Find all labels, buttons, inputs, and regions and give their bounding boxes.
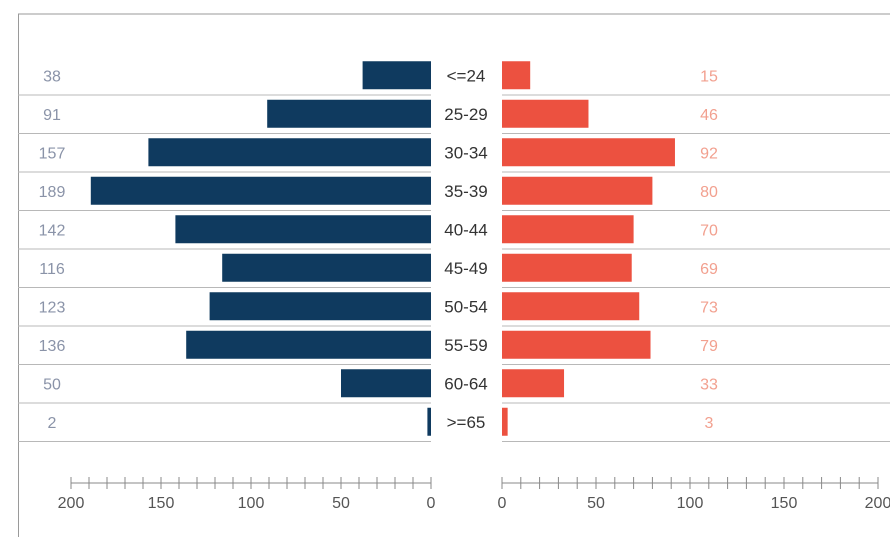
right-axis-tick-label-3: 150 <box>771 495 798 512</box>
left-bar-6 <box>209 292 431 321</box>
left-value-label-0: 38 <box>43 68 61 85</box>
left-value-label-6: 123 <box>39 299 66 316</box>
left-bar-3 <box>90 176 432 205</box>
left-value-label-3: 189 <box>39 184 66 201</box>
category-label-8: 60-64 <box>444 374 487 393</box>
category-label-2: 30-34 <box>444 143 487 162</box>
left-bar-5 <box>222 253 431 282</box>
category-label-4: 40-44 <box>444 220 487 239</box>
category-labels: <=24 25-29 30-34 35-39 40-44 45-49 50-54 55-59 6… <box>444 66 487 432</box>
left-axis-tick-label-2: 100 <box>238 495 265 512</box>
left-axis-tick-label-4: 0 <box>427 495 436 512</box>
right-bar-9 <box>502 407 508 436</box>
right-x-axis: 0 50 100 150 200 <box>498 477 890 512</box>
left-value-label-9: 2 <box>48 415 57 432</box>
left-value-label-7: 136 <box>39 338 66 355</box>
right-axis-tick-label-0: 0 <box>498 495 507 512</box>
left-bar-1 <box>267 99 431 128</box>
gridlines <box>18 94 890 442</box>
left-axis-tick-label-1: 150 <box>148 495 175 512</box>
left-value-label-5: 116 <box>39 261 65 278</box>
right-bar-1 <box>502 99 589 128</box>
category-label-0: <=24 <box>447 66 486 85</box>
left-value-label-1: 91 <box>43 107 61 124</box>
right-value-label-8: 33 <box>700 376 718 393</box>
right-value-label-0: 15 <box>700 68 718 85</box>
right-value-label-6: 73 <box>700 299 718 316</box>
chart-frame <box>18 13 890 537</box>
left-axis-tick-label-0: 200 <box>58 495 85 512</box>
right-bar-4 <box>502 215 634 244</box>
left-bar-0 <box>362 61 431 90</box>
right-axis-tick-label-2: 100 <box>677 495 704 512</box>
left-bar-4 <box>175 215 431 244</box>
category-label-1: 25-29 <box>444 105 487 124</box>
right-bar-6 <box>502 292 640 321</box>
category-label-9: >=65 <box>447 413 486 432</box>
right-axis-tick-label-1: 50 <box>587 495 605 512</box>
left-value-label-2: 157 <box>39 145 66 162</box>
right-bar-0 <box>502 61 531 90</box>
left-x-axis: 200 150 100 50 0 <box>58 477 436 512</box>
left-series-bars <box>90 61 432 436</box>
left-bar-9 <box>427 407 431 436</box>
left-value-label-8: 50 <box>43 376 61 393</box>
left-axis-tick-label-3: 50 <box>332 495 350 512</box>
right-bar-5 <box>502 253 632 282</box>
right-series-bars <box>502 61 675 436</box>
right-value-label-3: 80 <box>700 184 718 201</box>
right-axis-tick-label-4: 200 <box>865 495 890 512</box>
left-value-label-4: 142 <box>39 222 66 239</box>
category-label-5: 45-49 <box>444 259 487 278</box>
right-bar-2 <box>502 138 675 167</box>
left-value-labels: 38 91 157 189 142 116 123 136 50 2 <box>39 68 66 432</box>
right-bar-7 <box>502 330 651 359</box>
left-bar-2 <box>148 138 431 167</box>
right-value-label-7: 79 <box>700 338 718 355</box>
category-label-6: 50-54 <box>444 297 487 316</box>
right-value-label-4: 70 <box>700 222 718 239</box>
right-value-label-9: 3 <box>705 415 714 432</box>
category-label-3: 35-39 <box>444 182 487 201</box>
left-bar-7 <box>186 330 431 359</box>
category-label-7: 55-59 <box>444 336 487 355</box>
right-value-label-2: 92 <box>700 145 718 162</box>
right-value-label-5: 69 <box>700 261 718 278</box>
right-bar-3 <box>502 176 653 205</box>
right-value-label-1: 46 <box>700 107 718 124</box>
left-bar-8 <box>341 369 431 398</box>
right-bar-8 <box>502 369 565 398</box>
